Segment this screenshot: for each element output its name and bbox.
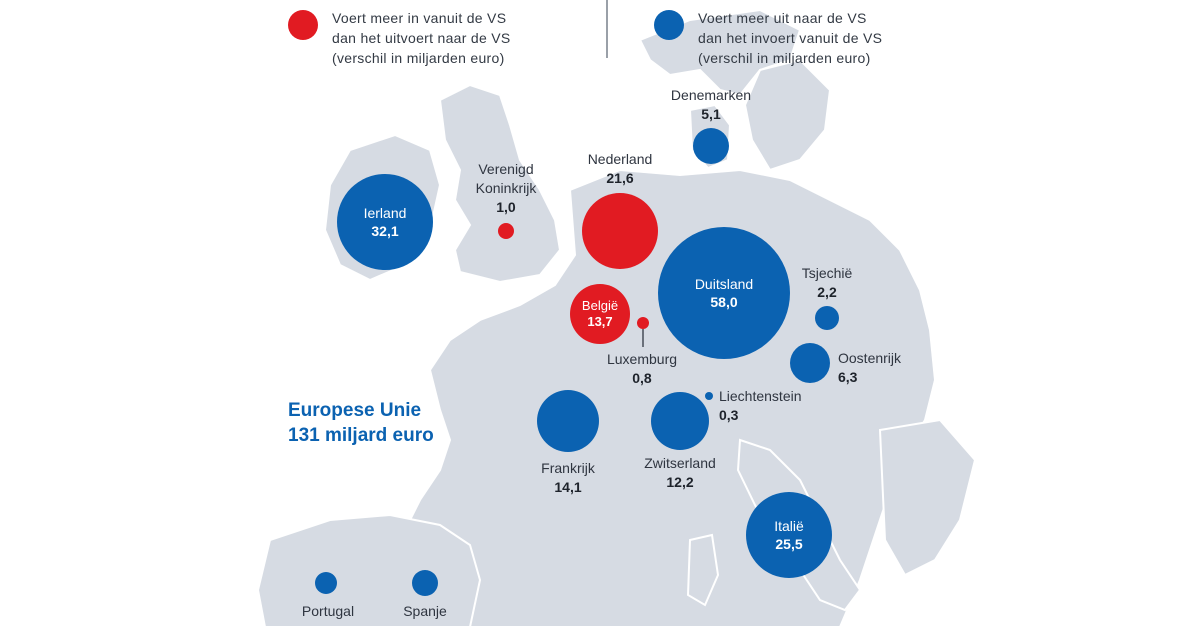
- eu-title-line1: Europese Unie: [288, 400, 422, 421]
- iberia-shape: [256, 513, 482, 627]
- label-frankrijk: Frankrijk 14,1: [541, 459, 595, 497]
- bubble-oostenrijk: [790, 343, 830, 383]
- spanje-name: Spanje: [403, 603, 447, 619]
- legend-red-dot-icon: [288, 10, 318, 40]
- legend-export: Voert meer uit naar de VS dan het invoer…: [654, 8, 882, 68]
- bubble-spanje: [412, 570, 438, 596]
- sweden-shape: [743, 58, 832, 172]
- oostenrijk-value: 6,3: [838, 369, 858, 385]
- legend-blue-dot-icon: [654, 10, 684, 40]
- belgie-name: België: [581, 298, 619, 313]
- label-denemarken: Denemarken 5,1: [671, 86, 751, 124]
- legend-export-line2: dan het invoert vanuit de VS: [698, 30, 883, 46]
- bubble-liechtenstein: [705, 392, 713, 400]
- legend-import-line3: (verschil in miljarden euro): [332, 50, 505, 66]
- vk-name2: Koninkrijk: [475, 180, 537, 196]
- legend-divider: [606, 0, 608, 58]
- great-britain-shape: [438, 83, 562, 284]
- bubble-ierland: Ierland 32,1: [337, 174, 433, 270]
- sardinia-shape: [686, 533, 720, 607]
- legend-export-text: Voert meer uit naar de VS dan het invoer…: [698, 8, 882, 68]
- bubble-luxemburg: [637, 317, 649, 329]
- luxemburg-name: Luxemburg: [606, 351, 678, 367]
- bubble-tsjechie: [815, 306, 839, 330]
- eu-title-line2: 131 miljard euro: [288, 425, 434, 446]
- denemarken-name: Denemarken: [670, 87, 752, 103]
- liechtenstein-value: 0,3: [719, 407, 739, 423]
- bubble-nederland: [582, 193, 658, 269]
- nederland-value: 21,6: [606, 170, 634, 186]
- luxemburg-leader-line: [642, 329, 644, 347]
- duitsland-value: 58,0: [710, 294, 738, 310]
- italie-name: Italië: [774, 518, 804, 534]
- portugal-name: Portugal: [301, 603, 355, 619]
- legend-import-text: Voert meer in vanuit de VS dan het uitvo…: [332, 8, 511, 68]
- bubble-zwitserland: [651, 392, 709, 450]
- frankrijk-value: 14,1: [554, 479, 582, 495]
- vk-name1: Verenigd: [478, 161, 534, 177]
- tsjechie-name: Tsjechië: [801, 265, 853, 281]
- ierland-name: Ierland: [363, 205, 407, 221]
- label-verenigd-koninkrijk: Verenigd Koninkrijk 1,0: [476, 160, 537, 217]
- label-tsjechie: Tsjechië 2,2: [802, 264, 853, 302]
- denemarken-value: 5,1: [701, 106, 721, 122]
- bubble-duitsland: Duitsland 58,0: [658, 227, 790, 359]
- legend-export-line1: Voert meer uit naar de VS: [698, 10, 867, 26]
- bubble-frankrijk: [537, 390, 599, 452]
- label-portugal: Portugal: [302, 602, 354, 621]
- ierland-value: 32,1: [371, 223, 399, 239]
- zwitserland-value: 12,2: [666, 474, 694, 490]
- label-zwitserland: Zwitserland 12,2: [644, 454, 716, 492]
- label-spanje: Spanje: [403, 602, 447, 621]
- frankrijk-name: Frankrijk: [541, 460, 595, 476]
- vk-value: 1,0: [496, 199, 516, 215]
- legend-import-line2: dan het uitvoert naar de VS: [332, 30, 511, 46]
- duitsland-name: Duitsland: [694, 276, 754, 292]
- legend-export-line3: (verschil in miljarden euro): [698, 50, 871, 66]
- balkans-shape: [878, 418, 977, 577]
- bubble-denemarken: [693, 128, 729, 164]
- legend-import-line1: Voert meer in vanuit de VS: [332, 10, 507, 26]
- bubble-italie: Italië 25,5: [746, 492, 832, 578]
- bubble-verenigd-koninkrijk: [498, 223, 514, 239]
- bubble-portugal: [315, 572, 337, 594]
- legend-import: Voert meer in vanuit de VS dan het uitvo…: [288, 8, 511, 68]
- oostenrijk-name: Oostenrijk: [838, 350, 902, 366]
- liechtenstein-name: Liechtenstein: [719, 388, 802, 404]
- label-luxemburg: Luxemburg 0,8: [607, 350, 677, 388]
- label-nederland: Nederland 21,6: [588, 150, 653, 188]
- eu-total-title: Europese Unie 131 miljard euro: [288, 398, 434, 448]
- bubble-belgie: België 13,7: [570, 284, 630, 344]
- italie-value: 25,5: [775, 536, 803, 552]
- luxemburg-value: 0,8: [632, 370, 652, 386]
- tsjechie-value: 2,2: [817, 284, 837, 300]
- zwitserland-name: Zwitserland: [644, 455, 716, 471]
- nederland-name: Nederland: [587, 151, 653, 167]
- label-oostenrijk: Oostenrijk 6,3: [838, 349, 901, 387]
- label-liechtenstein: Liechtenstein 0,3: [719, 387, 802, 425]
- belgie-value: 13,7: [587, 314, 613, 329]
